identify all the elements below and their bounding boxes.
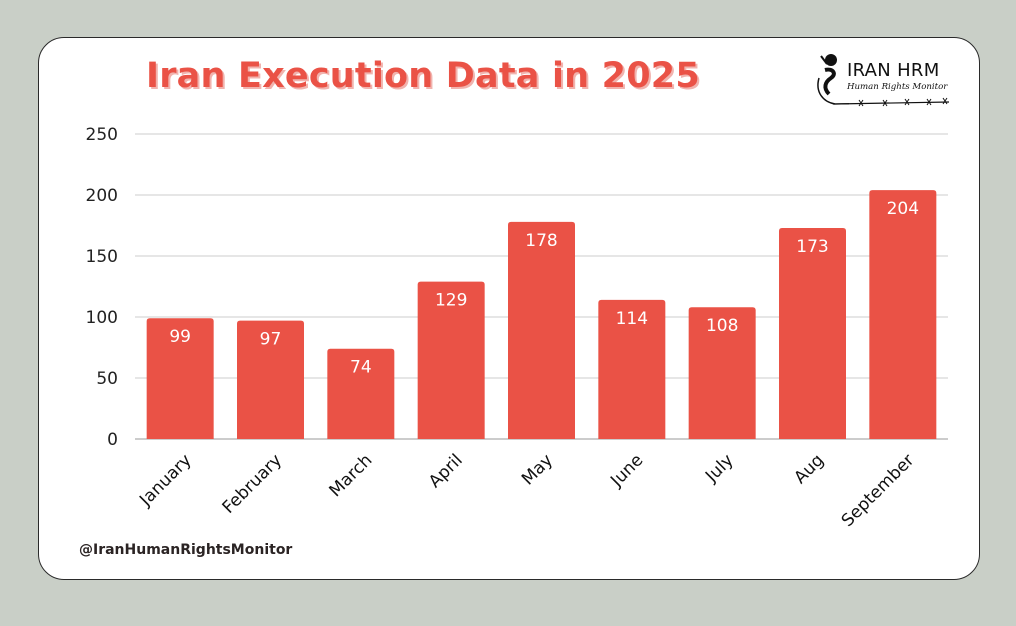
y-tick-label: 0 xyxy=(107,430,118,450)
data-label: 97 xyxy=(260,330,282,350)
x-tick-label: April xyxy=(425,450,467,492)
bar-april xyxy=(417,281,485,439)
x-tick-label: May xyxy=(518,450,557,489)
x-tick-label: Aug xyxy=(790,450,828,488)
x-tick-label: June xyxy=(606,450,647,491)
iran-hrm-logo: IRAN HRM Human Rights Monitor xyxy=(813,48,953,112)
logo-brand-text: IRAN HRM xyxy=(847,60,940,81)
x-tick-label: January xyxy=(135,450,195,510)
bar-january xyxy=(146,318,214,439)
y-tick-label: 100 xyxy=(86,308,118,328)
x-tick-label: September xyxy=(838,450,919,531)
bar-september xyxy=(869,190,937,439)
y-tick-label: 200 xyxy=(86,186,118,206)
bar-july xyxy=(688,307,756,439)
bar-february xyxy=(237,320,304,439)
data-label: 99 xyxy=(169,327,191,347)
bar-aug xyxy=(779,227,846,439)
social-handle: @IranHumanRightsMonitor xyxy=(79,542,293,558)
x-tick-label: February xyxy=(219,450,286,517)
data-label: 74 xyxy=(350,358,372,378)
bar-june xyxy=(598,299,666,439)
data-label: 204 xyxy=(887,199,919,219)
chart-title: Iran Execution Data in 2025 xyxy=(146,56,700,96)
y-tick-label: 250 xyxy=(86,125,118,145)
y-tick-label: 50 xyxy=(96,369,118,389)
data-label: 129 xyxy=(435,291,467,311)
data-label: 173 xyxy=(796,237,828,257)
data-label: 178 xyxy=(525,231,557,251)
data-labels: 99 97 74 129 178 114 108 173 204 xyxy=(169,199,919,378)
data-label: 108 xyxy=(706,316,738,336)
y-axis-ticks: 0 50 100 150 200 250 xyxy=(86,125,118,450)
bar-march xyxy=(327,348,395,439)
x-tick-label: July xyxy=(701,450,737,486)
x-axis-ticks: January February March April May June July Aug S… xyxy=(135,450,918,531)
logo-subtitle-text: Human Rights Monitor xyxy=(847,82,948,92)
bars xyxy=(146,190,937,439)
y-tick-label: 150 xyxy=(86,247,118,267)
barbed-wire-icon xyxy=(834,97,950,107)
data-label: 114 xyxy=(616,309,648,329)
x-tick-label: March xyxy=(326,450,377,501)
bar-may xyxy=(508,221,575,439)
barbed-wire-fist-icon xyxy=(817,54,849,105)
